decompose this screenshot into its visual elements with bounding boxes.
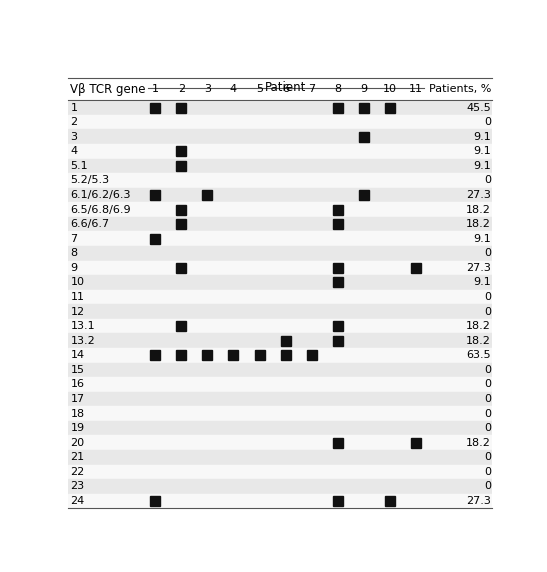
Bar [68, 421, 492, 435]
Text: 18.2: 18.2 [466, 336, 491, 345]
Text: 21: 21 [71, 452, 85, 462]
Text: Vβ TCR gene: Vβ TCR gene [71, 83, 146, 96]
Text: 8: 8 [334, 84, 341, 94]
Text: 0: 0 [484, 482, 491, 491]
Text: 18.2: 18.2 [466, 438, 491, 448]
Text: 5.1: 5.1 [71, 161, 88, 171]
Text: 6: 6 [282, 84, 289, 94]
Text: 0: 0 [484, 423, 491, 433]
Bar [68, 202, 492, 217]
Bar [68, 304, 492, 319]
Text: 6.1/6.2/6.3: 6.1/6.2/6.3 [71, 190, 131, 200]
Text: 11: 11 [409, 84, 423, 94]
Bar [68, 363, 492, 377]
Text: 7: 7 [71, 234, 78, 244]
Text: 10: 10 [71, 277, 84, 287]
Text: 9.1: 9.1 [473, 161, 491, 171]
Text: 6.5/6.8/6.9: 6.5/6.8/6.9 [71, 205, 131, 214]
Text: 18.2: 18.2 [466, 219, 491, 229]
Text: 24: 24 [71, 496, 85, 506]
Text: 9.1: 9.1 [473, 277, 491, 287]
Bar [68, 129, 492, 144]
Text: 27.3: 27.3 [466, 263, 491, 273]
Bar [68, 435, 492, 450]
Bar [68, 333, 492, 348]
Text: 7: 7 [308, 84, 315, 94]
Text: 14: 14 [71, 350, 85, 360]
Bar [68, 464, 492, 479]
Text: 8: 8 [71, 248, 78, 259]
Text: 1: 1 [71, 102, 78, 113]
Text: 11: 11 [71, 292, 84, 302]
Text: 9: 9 [360, 84, 368, 94]
Text: 3: 3 [71, 132, 78, 142]
Text: 9.1: 9.1 [473, 132, 491, 142]
Text: 12: 12 [71, 307, 85, 316]
Text: 45.5: 45.5 [466, 102, 491, 113]
Bar [68, 261, 492, 275]
Text: 13.1: 13.1 [71, 321, 95, 331]
Text: 23: 23 [71, 482, 85, 491]
Text: 0: 0 [484, 248, 491, 259]
Bar [68, 289, 492, 304]
Text: 22: 22 [71, 467, 85, 477]
Bar [68, 348, 492, 363]
Text: 1: 1 [152, 84, 159, 94]
Text: 27.3: 27.3 [466, 190, 491, 200]
Bar [68, 406, 492, 421]
Bar [68, 246, 492, 261]
Text: 5.2/5.3: 5.2/5.3 [71, 176, 109, 185]
Bar [68, 78, 492, 100]
Text: 0: 0 [484, 292, 491, 302]
Text: 0: 0 [484, 467, 491, 477]
Bar [68, 494, 492, 508]
Text: 9.1: 9.1 [473, 234, 491, 244]
Text: 18.2: 18.2 [466, 321, 491, 331]
Text: 63.5: 63.5 [467, 350, 491, 360]
Text: 5: 5 [256, 84, 263, 94]
Bar [68, 450, 492, 464]
Text: 17: 17 [71, 394, 85, 404]
Text: 9.1: 9.1 [473, 146, 491, 156]
Bar [68, 377, 492, 392]
Text: 2: 2 [178, 84, 185, 94]
Text: 0: 0 [484, 394, 491, 404]
Text: 16: 16 [71, 379, 84, 390]
Text: 2: 2 [71, 117, 78, 127]
Bar [68, 100, 492, 115]
Text: 10: 10 [383, 84, 397, 94]
Text: 9: 9 [71, 263, 78, 273]
Text: 0: 0 [484, 452, 491, 462]
Bar [68, 115, 492, 129]
Text: 27.3: 27.3 [466, 496, 491, 506]
Text: Patient: Patient [265, 81, 306, 94]
Text: 3: 3 [204, 84, 211, 94]
Bar [68, 319, 492, 333]
Bar [68, 232, 492, 246]
Bar [68, 392, 492, 406]
Bar [68, 144, 492, 158]
Bar [68, 275, 492, 289]
Text: 0: 0 [484, 117, 491, 127]
Bar [68, 479, 492, 494]
Text: 0: 0 [484, 176, 491, 185]
Text: 0: 0 [484, 408, 491, 419]
Text: 0: 0 [484, 379, 491, 390]
Text: 4: 4 [230, 84, 237, 94]
Text: 13.2: 13.2 [71, 336, 95, 345]
Text: 18: 18 [71, 408, 85, 419]
Bar [68, 173, 492, 188]
Text: 15: 15 [71, 365, 84, 375]
Bar [68, 217, 492, 232]
Text: 0: 0 [484, 365, 491, 375]
Bar [68, 188, 492, 202]
Text: 19: 19 [71, 423, 85, 433]
Text: 0: 0 [484, 307, 491, 316]
Text: 4: 4 [71, 146, 78, 156]
Text: 18.2: 18.2 [466, 205, 491, 214]
Text: 6.6/6.7: 6.6/6.7 [71, 219, 109, 229]
Text: 20: 20 [71, 438, 85, 448]
Bar [68, 158, 492, 173]
Text: Patients, %: Patients, % [429, 84, 491, 94]
